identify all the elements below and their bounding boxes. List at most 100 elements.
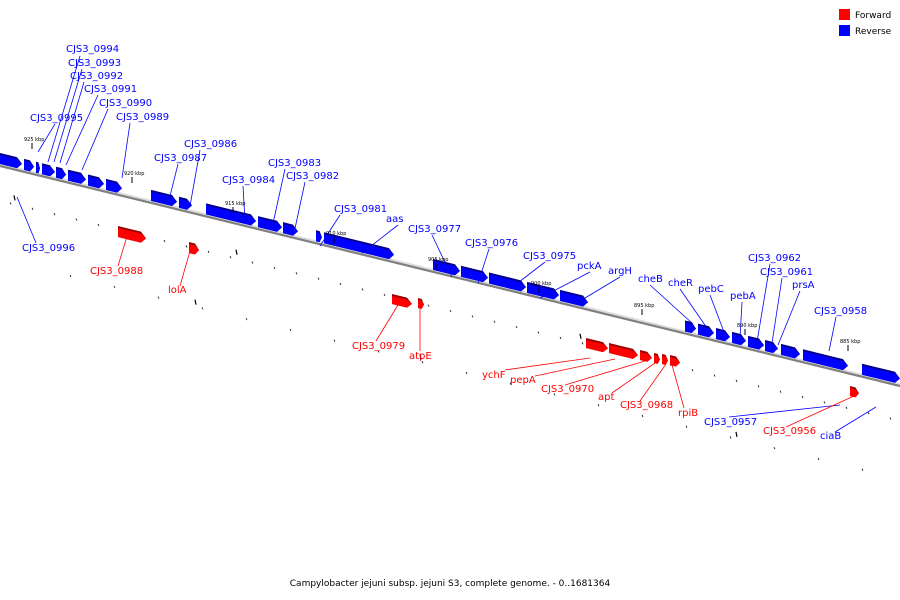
legend-forward-label: Forward [855,11,891,21]
minor-tick [559,336,562,340]
gene-label-reverse: CJS3_0986 [184,139,237,150]
minor-tick [377,350,380,353]
leader-line [785,395,855,428]
gene-label-forward: rpiB [678,408,698,419]
minor-tick [691,368,694,372]
gene-label-reverse: ciaB [820,431,841,442]
minor-tick [207,250,210,254]
gene-arrow-forward [118,226,146,243]
gene-label-reverse: CJS3_0995 [30,113,83,124]
minor-tick [53,213,56,216]
gene-label-reverse: CJS3_0957 [704,417,757,428]
minor-tick [779,390,782,393]
leader-line [65,94,99,166]
gene-label-reverse: CJS3_0961 [760,267,813,278]
gene-label-reverse: CJS3_0962 [748,253,801,264]
gene-label-forward: pepA [510,375,536,386]
gene-label-reverse: CJS3_0996 [22,243,75,254]
gene-arrow-reverse [560,289,588,307]
major-tick [735,431,738,438]
gene-label-reverse: argH [608,266,632,277]
minor-tick [861,468,864,471]
gene-label-forward: CJS3_0956 [763,426,816,437]
leader-line [671,364,685,409]
leader-line [293,181,306,234]
gene-label-reverse: prsA [792,280,815,291]
minor-tick [685,425,688,428]
minor-tick [867,411,870,415]
gene-label-reverse: CJS3_0987 [154,153,207,164]
minor-tick [801,395,804,399]
minor-tick [361,288,364,291]
gene-label-reverse: pebC [698,284,724,295]
gene-arrow-forward [670,355,680,367]
gene-arrow-reverse [685,320,696,334]
leader-line [53,68,83,163]
leader-line [121,122,131,179]
minor-tick [471,315,474,318]
gene-arrows [0,152,900,398]
minor-tick [245,317,248,321]
minor-tick [295,272,298,275]
gene-label-reverse: CJS3_0958 [814,306,867,317]
gene-label-forward: CJS3_0988 [90,266,143,277]
gene-label-reverse: CJS3_0989 [116,112,169,123]
gene-label-reverse: cheR [668,278,693,289]
leader-line [739,301,743,339]
legend-reverse-swatch [839,25,850,36]
gene-label-forward: ychF [482,370,506,381]
gene-label-reverse: CJS3_0991 [84,84,137,95]
leader-line [37,123,56,153]
scale-label: 915 kbp [225,201,245,207]
leader-line [504,357,591,371]
minor-tick [333,339,336,342]
leader-line [169,163,179,197]
gene-label-reverse: CJS3_0994 [66,44,119,55]
minor-tick [201,307,204,310]
minor-tick [449,309,452,313]
scale-label: 895 kbp [634,303,654,309]
minor-tick [757,385,760,388]
gene-labels: CJS3_0996 CJS3_0995 CJS3_0994 CJS3_0993 CJS3… [22,44,867,442]
minor-tick [537,331,540,334]
minor-tick [773,447,776,450]
gene-label-reverse: CJS3_0990 [99,98,152,109]
gene-arrow-forward [418,298,424,309]
minor-tick [845,406,848,409]
gene-label-reverse: CJS3_0982 [286,171,339,182]
gene-arrow-reverse [781,343,800,359]
gene-arrow-reverse [206,203,256,226]
gene-arrow-reverse [862,363,900,383]
gene-arrow-reverse [765,340,778,353]
gene-label-reverse: CJS3_0977 [408,224,461,235]
major-tick [419,354,422,360]
minor-tick [383,293,386,297]
gene-label-reverse: CJS3_0992 [70,71,123,82]
minor-tick [553,393,556,396]
minor-tick [597,403,600,407]
gene-arrow-reverse [56,166,66,180]
gene-label-reverse: CJS3_0983 [268,158,321,169]
gene-arrow-forward [189,242,199,255]
leader-line [709,294,725,333]
minor-tick [69,274,72,278]
gene-arrow-forward [850,386,859,398]
minor-tick [735,379,738,383]
minor-tick [493,320,496,323]
gene-arrow-reverse [748,335,764,350]
scale-label: 900 kbp [531,281,551,287]
gene-arrow-reverse [324,232,394,260]
minor-tick [97,223,100,227]
gene-arrow-reverse [179,196,192,210]
gene-arrow-reverse [42,163,55,177]
gene-arrow-reverse [461,265,488,283]
leader-line [81,108,109,171]
scale-labels: 925 kbp 920 kbp 915 kbp 910 kbp 905 kbp 900 k… [24,137,860,351]
gene-arrow-forward [662,354,668,365]
gene-arrow-forward [609,343,638,359]
leader-line [834,406,877,433]
legend-reverse-label: Reverse [855,27,892,37]
scale-label: 890 kbp [737,323,757,329]
gene-arrow-forward [586,338,608,353]
